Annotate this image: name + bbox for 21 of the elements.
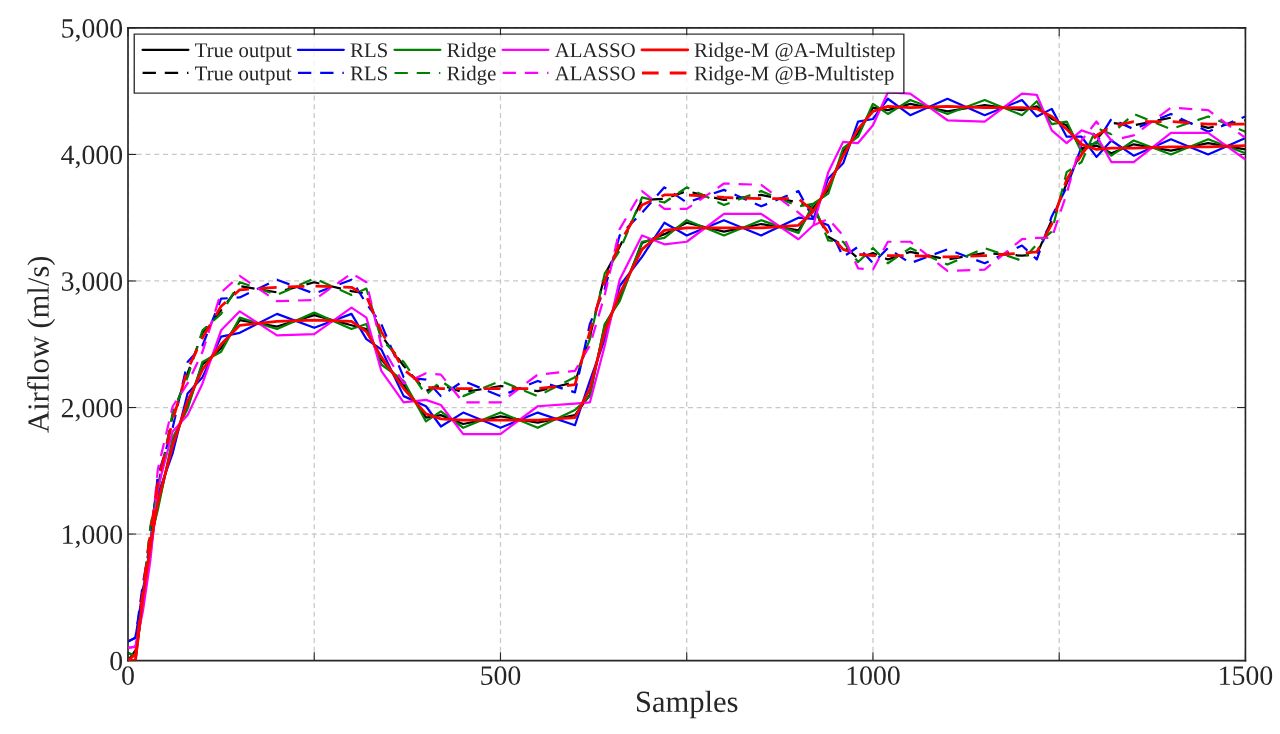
y-tick-label: 0 — [110, 651, 123, 671]
y-tick-label: 2,000 — [61, 398, 123, 422]
y-axis-title: Airflow (ml/s) — [27, 256, 56, 433]
legend-label: Ridge — [447, 42, 496, 62]
y-tick-label: 5,000 — [62, 19, 123, 42]
legend-label: True output — [195, 66, 292, 85]
legend-label: Ridge-M @B-Multistep — [694, 65, 894, 85]
legend-label: Ridge-M @A-Multistep — [694, 42, 895, 62]
y-tick-label: 1,000 — [63, 525, 123, 548]
legend-label: ALASSO — [554, 66, 635, 81]
legend-label: Ridge — [447, 65, 496, 85]
legend-label: RLS — [350, 43, 387, 58]
x-tick-label: 500 — [481, 666, 521, 686]
legend-label: ALASSO — [554, 43, 635, 58]
x-tick-label: 1500 — [1220, 666, 1273, 686]
x-axis-title: Samples — [636, 690, 738, 719]
legend-label: True output — [195, 43, 292, 62]
y-tick-label: 3,000 — [61, 272, 123, 295]
y-tick-label: 4,000 — [61, 145, 123, 169]
legend-label: RLS — [350, 66, 387, 81]
x-tick-label: 1000 — [847, 666, 900, 686]
